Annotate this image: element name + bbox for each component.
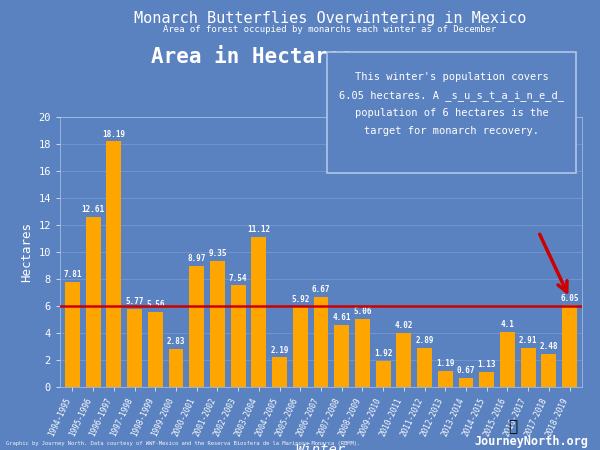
Text: 1.92: 1.92	[374, 349, 392, 358]
Bar	[189, 266, 204, 387]
Text: Area in Hectares: Area in Hectares	[151, 47, 353, 67]
Text: 11.12: 11.12	[247, 225, 271, 234]
Text: 5.56: 5.56	[146, 300, 164, 309]
Y-axis label: Hectares: Hectares	[20, 222, 33, 282]
Text: Area of forest occupied by monarchs each winter as of December: Area of forest occupied by monarchs each…	[163, 25, 497, 34]
Text: 6.67: 6.67	[312, 285, 330, 294]
Bar	[210, 261, 225, 387]
Bar	[314, 297, 328, 387]
Text: 5.77: 5.77	[125, 297, 144, 306]
Bar	[272, 357, 287, 387]
Bar	[397, 333, 412, 387]
Text: JourneyNorth.org: JourneyNorth.org	[474, 435, 588, 448]
Bar	[230, 285, 245, 387]
Text: 2.48: 2.48	[539, 342, 558, 351]
Text: Monarch Butterflies Overwintering in Mexico: Monarch Butterflies Overwintering in Mex…	[134, 11, 526, 26]
Text: 🦋: 🦋	[508, 419, 518, 434]
Bar	[293, 307, 308, 387]
Bar	[169, 349, 184, 387]
Text: Graphic by Journey North. Data courtesy of WWF-Mexico and the Reserva Biosfera d: Graphic by Journey North. Data courtesy …	[6, 441, 360, 446]
Text: 1.13: 1.13	[478, 360, 496, 369]
Text: 18.19: 18.19	[102, 130, 125, 139]
Bar	[106, 141, 121, 387]
Bar	[541, 354, 556, 387]
Bar	[334, 325, 349, 387]
Text: 5.06: 5.06	[353, 307, 371, 316]
Bar	[86, 217, 101, 387]
Bar	[438, 371, 453, 387]
Bar	[376, 361, 391, 387]
Bar	[562, 305, 577, 387]
Bar	[479, 372, 494, 387]
Text: 1.19: 1.19	[436, 359, 455, 368]
Text: 4.02: 4.02	[395, 321, 413, 330]
Bar	[65, 282, 80, 387]
Text: 2.83: 2.83	[167, 337, 185, 346]
Text: 0.67: 0.67	[457, 366, 475, 375]
Bar	[251, 237, 266, 387]
Text: 9.35: 9.35	[208, 249, 227, 258]
Text: 2.19: 2.19	[271, 346, 289, 355]
Text: 7.81: 7.81	[63, 270, 82, 279]
Text: 7.54: 7.54	[229, 274, 247, 283]
Text: population of 6 hectares is the: population of 6 hectares is the	[355, 108, 548, 118]
Bar	[148, 312, 163, 387]
Bar	[458, 378, 473, 387]
Bar	[355, 319, 370, 387]
Bar	[500, 332, 515, 387]
Text: This winter's population covers: This winter's population covers	[355, 72, 548, 82]
Text: 6.05 hectares. A ̲s̲u̲s̲t̲a̲i̲n̲e̲d̲: 6.05 hectares. A ̲s̲u̲s̲t̲a̲i̲n̲e̲d̲	[339, 90, 564, 101]
Text: 4.1: 4.1	[500, 320, 514, 329]
Bar	[521, 348, 536, 387]
Text: 2.91: 2.91	[519, 336, 538, 345]
X-axis label: Winter: Winter	[296, 443, 346, 450]
Text: target for monarch recovery.: target for monarch recovery.	[364, 126, 539, 136]
Bar	[127, 309, 142, 387]
Text: 6.05: 6.05	[560, 294, 579, 302]
Bar	[417, 348, 432, 387]
Text: 5.92: 5.92	[291, 295, 310, 304]
Text: 2.89: 2.89	[415, 336, 434, 345]
Text: 8.97: 8.97	[187, 254, 206, 263]
Text: 4.61: 4.61	[332, 313, 351, 322]
Text: 12.61: 12.61	[82, 205, 105, 214]
